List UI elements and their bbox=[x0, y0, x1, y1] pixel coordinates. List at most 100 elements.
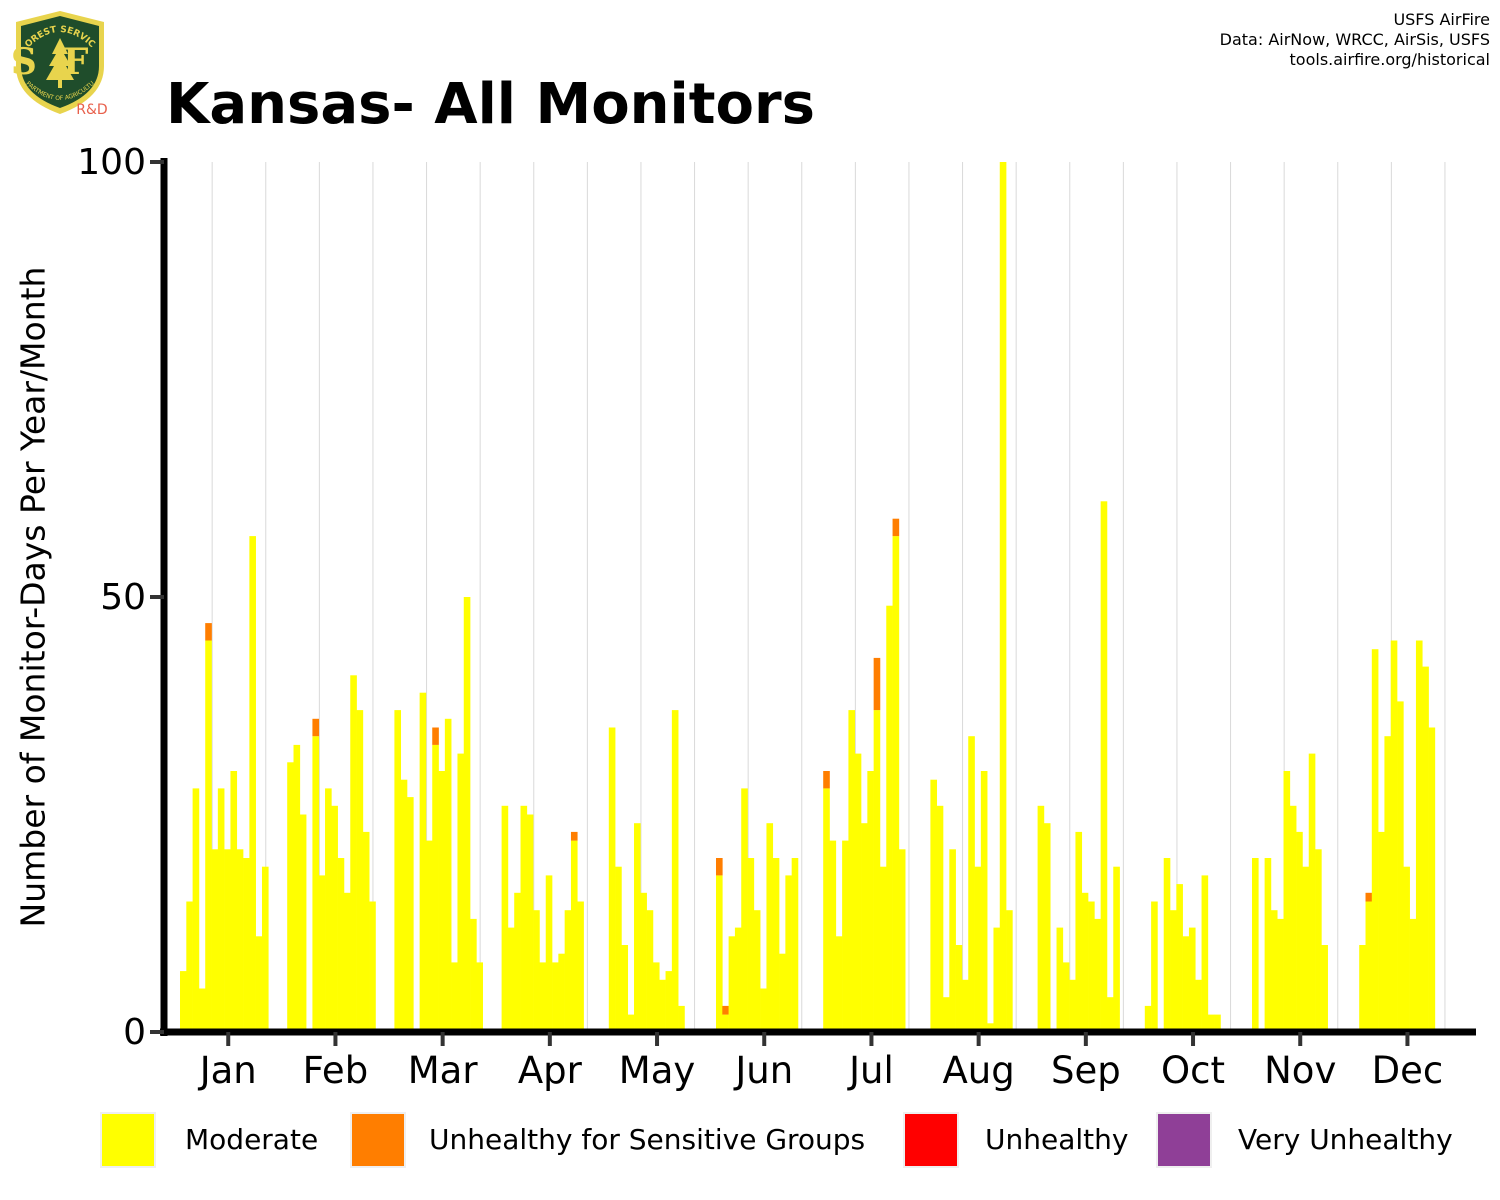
bar-moderate bbox=[255, 936, 263, 1032]
bar-moderate bbox=[961, 979, 969, 1032]
bar-moderate bbox=[1428, 727, 1436, 1032]
bar-moderate bbox=[930, 779, 938, 1032]
bar-moderate bbox=[753, 910, 761, 1032]
bar-moderate bbox=[312, 736, 320, 1032]
bar-moderate bbox=[1270, 910, 1278, 1032]
bar-moderate bbox=[652, 962, 660, 1032]
credit-line-url: tools.airfire.org/historical bbox=[1289, 50, 1490, 69]
bar-moderate bbox=[438, 771, 446, 1032]
bar-moderate bbox=[678, 1005, 685, 1032]
credits: USFS AirFire Data: AirNow, WRCC, AirSis,… bbox=[1220, 10, 1490, 70]
bar-moderate bbox=[514, 892, 521, 1032]
bar-moderate bbox=[1163, 858, 1171, 1032]
legend-label: Unhealthy for Sensitive Groups bbox=[429, 1123, 866, 1156]
bar-moderate bbox=[1006, 910, 1013, 1032]
bar-moderate bbox=[785, 875, 792, 1032]
bar-moderate bbox=[898, 849, 906, 1032]
bar-moderate bbox=[1378, 831, 1385, 1032]
bar-moderate bbox=[1088, 901, 1095, 1032]
bar-moderate bbox=[343, 892, 351, 1032]
bar-moderate bbox=[369, 901, 376, 1032]
bar-moderate bbox=[1207, 1014, 1215, 1032]
bar-moderate bbox=[879, 866, 887, 1032]
x-tick-label-feb: Feb bbox=[303, 1049, 369, 1092]
bar-moderate bbox=[186, 901, 193, 1032]
bar-moderate bbox=[1289, 805, 1297, 1032]
bar-moderate bbox=[1170, 910, 1177, 1032]
bar-moderate bbox=[722, 1014, 729, 1032]
bar-moderate bbox=[848, 710, 856, 1032]
bar-moderate bbox=[747, 858, 755, 1032]
bar-moderate bbox=[1403, 866, 1410, 1032]
bar-moderate bbox=[1302, 866, 1310, 1032]
bar-moderate bbox=[337, 858, 345, 1032]
legend-swatch bbox=[100, 1112, 156, 1168]
bar-moderate bbox=[1188, 927, 1196, 1032]
legend-swatch bbox=[350, 1112, 406, 1168]
bar-moderate bbox=[564, 910, 572, 1032]
bar-moderate bbox=[608, 727, 616, 1032]
x-tick-label-dec: Dec bbox=[1372, 1049, 1444, 1092]
x-tick-label-jun: Jun bbox=[733, 1049, 793, 1092]
bar-moderate bbox=[552, 962, 559, 1032]
bar-moderate bbox=[760, 988, 767, 1032]
bar-moderate bbox=[1321, 945, 1328, 1032]
bar-moderate bbox=[425, 840, 433, 1032]
bar-moderate bbox=[1094, 918, 1101, 1032]
bar-moderate bbox=[1264, 858, 1272, 1032]
bar-moderate bbox=[615, 866, 622, 1032]
bar-moderate bbox=[734, 927, 742, 1032]
bar-moderate bbox=[1283, 771, 1291, 1032]
bar-moderate bbox=[1201, 875, 1209, 1032]
bar-moderate bbox=[659, 979, 666, 1032]
bar-moderate bbox=[577, 901, 584, 1032]
bar-moderate bbox=[293, 744, 301, 1032]
bar-moderate bbox=[407, 797, 414, 1032]
bar-moderate bbox=[791, 858, 799, 1032]
bar-moderate bbox=[665, 971, 673, 1032]
bar-moderate bbox=[1056, 927, 1064, 1032]
bar-moderate bbox=[1371, 649, 1379, 1032]
bar-moderate bbox=[570, 840, 578, 1032]
bar-moderate bbox=[224, 849, 231, 1032]
bar-moderate bbox=[936, 805, 944, 1032]
bar-unhealthy-for-sensitive-groups bbox=[716, 858, 723, 876]
bar-moderate bbox=[1384, 736, 1392, 1032]
x-tick-label-sep: Sep bbox=[1051, 1049, 1121, 1092]
bar-moderate bbox=[520, 805, 528, 1032]
bar-moderate bbox=[1176, 884, 1183, 1032]
bar-moderate bbox=[419, 692, 427, 1032]
bar-moderate bbox=[249, 536, 256, 1032]
bar-moderate bbox=[1062, 962, 1070, 1032]
bar-moderate bbox=[205, 640, 212, 1032]
bar-moderate bbox=[772, 858, 780, 1032]
bar-moderate bbox=[444, 718, 452, 1032]
legend-swatch bbox=[903, 1112, 959, 1168]
bar-moderate bbox=[842, 840, 849, 1032]
bar-moderate bbox=[779, 953, 786, 1032]
bar-moderate bbox=[400, 779, 408, 1032]
bar-unhealthy-for-sensitive-groups bbox=[432, 727, 439, 745]
bar-moderate bbox=[728, 936, 736, 1032]
bar-moderate bbox=[533, 910, 540, 1032]
x-tick-label-aug: Aug bbox=[943, 1049, 1015, 1092]
bar-moderate bbox=[180, 971, 187, 1032]
bar-unhealthy-for-sensitive-groups bbox=[892, 518, 900, 537]
bar-moderate bbox=[980, 771, 988, 1032]
bar-moderate bbox=[217, 788, 225, 1032]
bar-moderate bbox=[545, 875, 553, 1032]
x-tick-label-jul: Jul bbox=[847, 1049, 894, 1092]
bar-moderate bbox=[823, 788, 830, 1032]
bar-moderate bbox=[955, 945, 963, 1032]
bar-moderate bbox=[470, 918, 477, 1032]
bar-moderate bbox=[943, 997, 950, 1032]
bar-moderate bbox=[999, 162, 1007, 1032]
bar-unhealthy-for-sensitive-groups bbox=[873, 657, 881, 711]
chart-plot: 0 50 100 Jan Feb Mar Apr May Jun Jul Aug Sep Oct Nov D… bbox=[77, 142, 1476, 1092]
bar-moderate bbox=[886, 605, 893, 1032]
bars bbox=[180, 162, 1436, 1032]
bar-moderate bbox=[1151, 901, 1158, 1032]
bar-moderate bbox=[507, 927, 515, 1032]
bar-moderate bbox=[968, 736, 975, 1032]
x-tick-label-nov: Nov bbox=[1264, 1049, 1336, 1092]
